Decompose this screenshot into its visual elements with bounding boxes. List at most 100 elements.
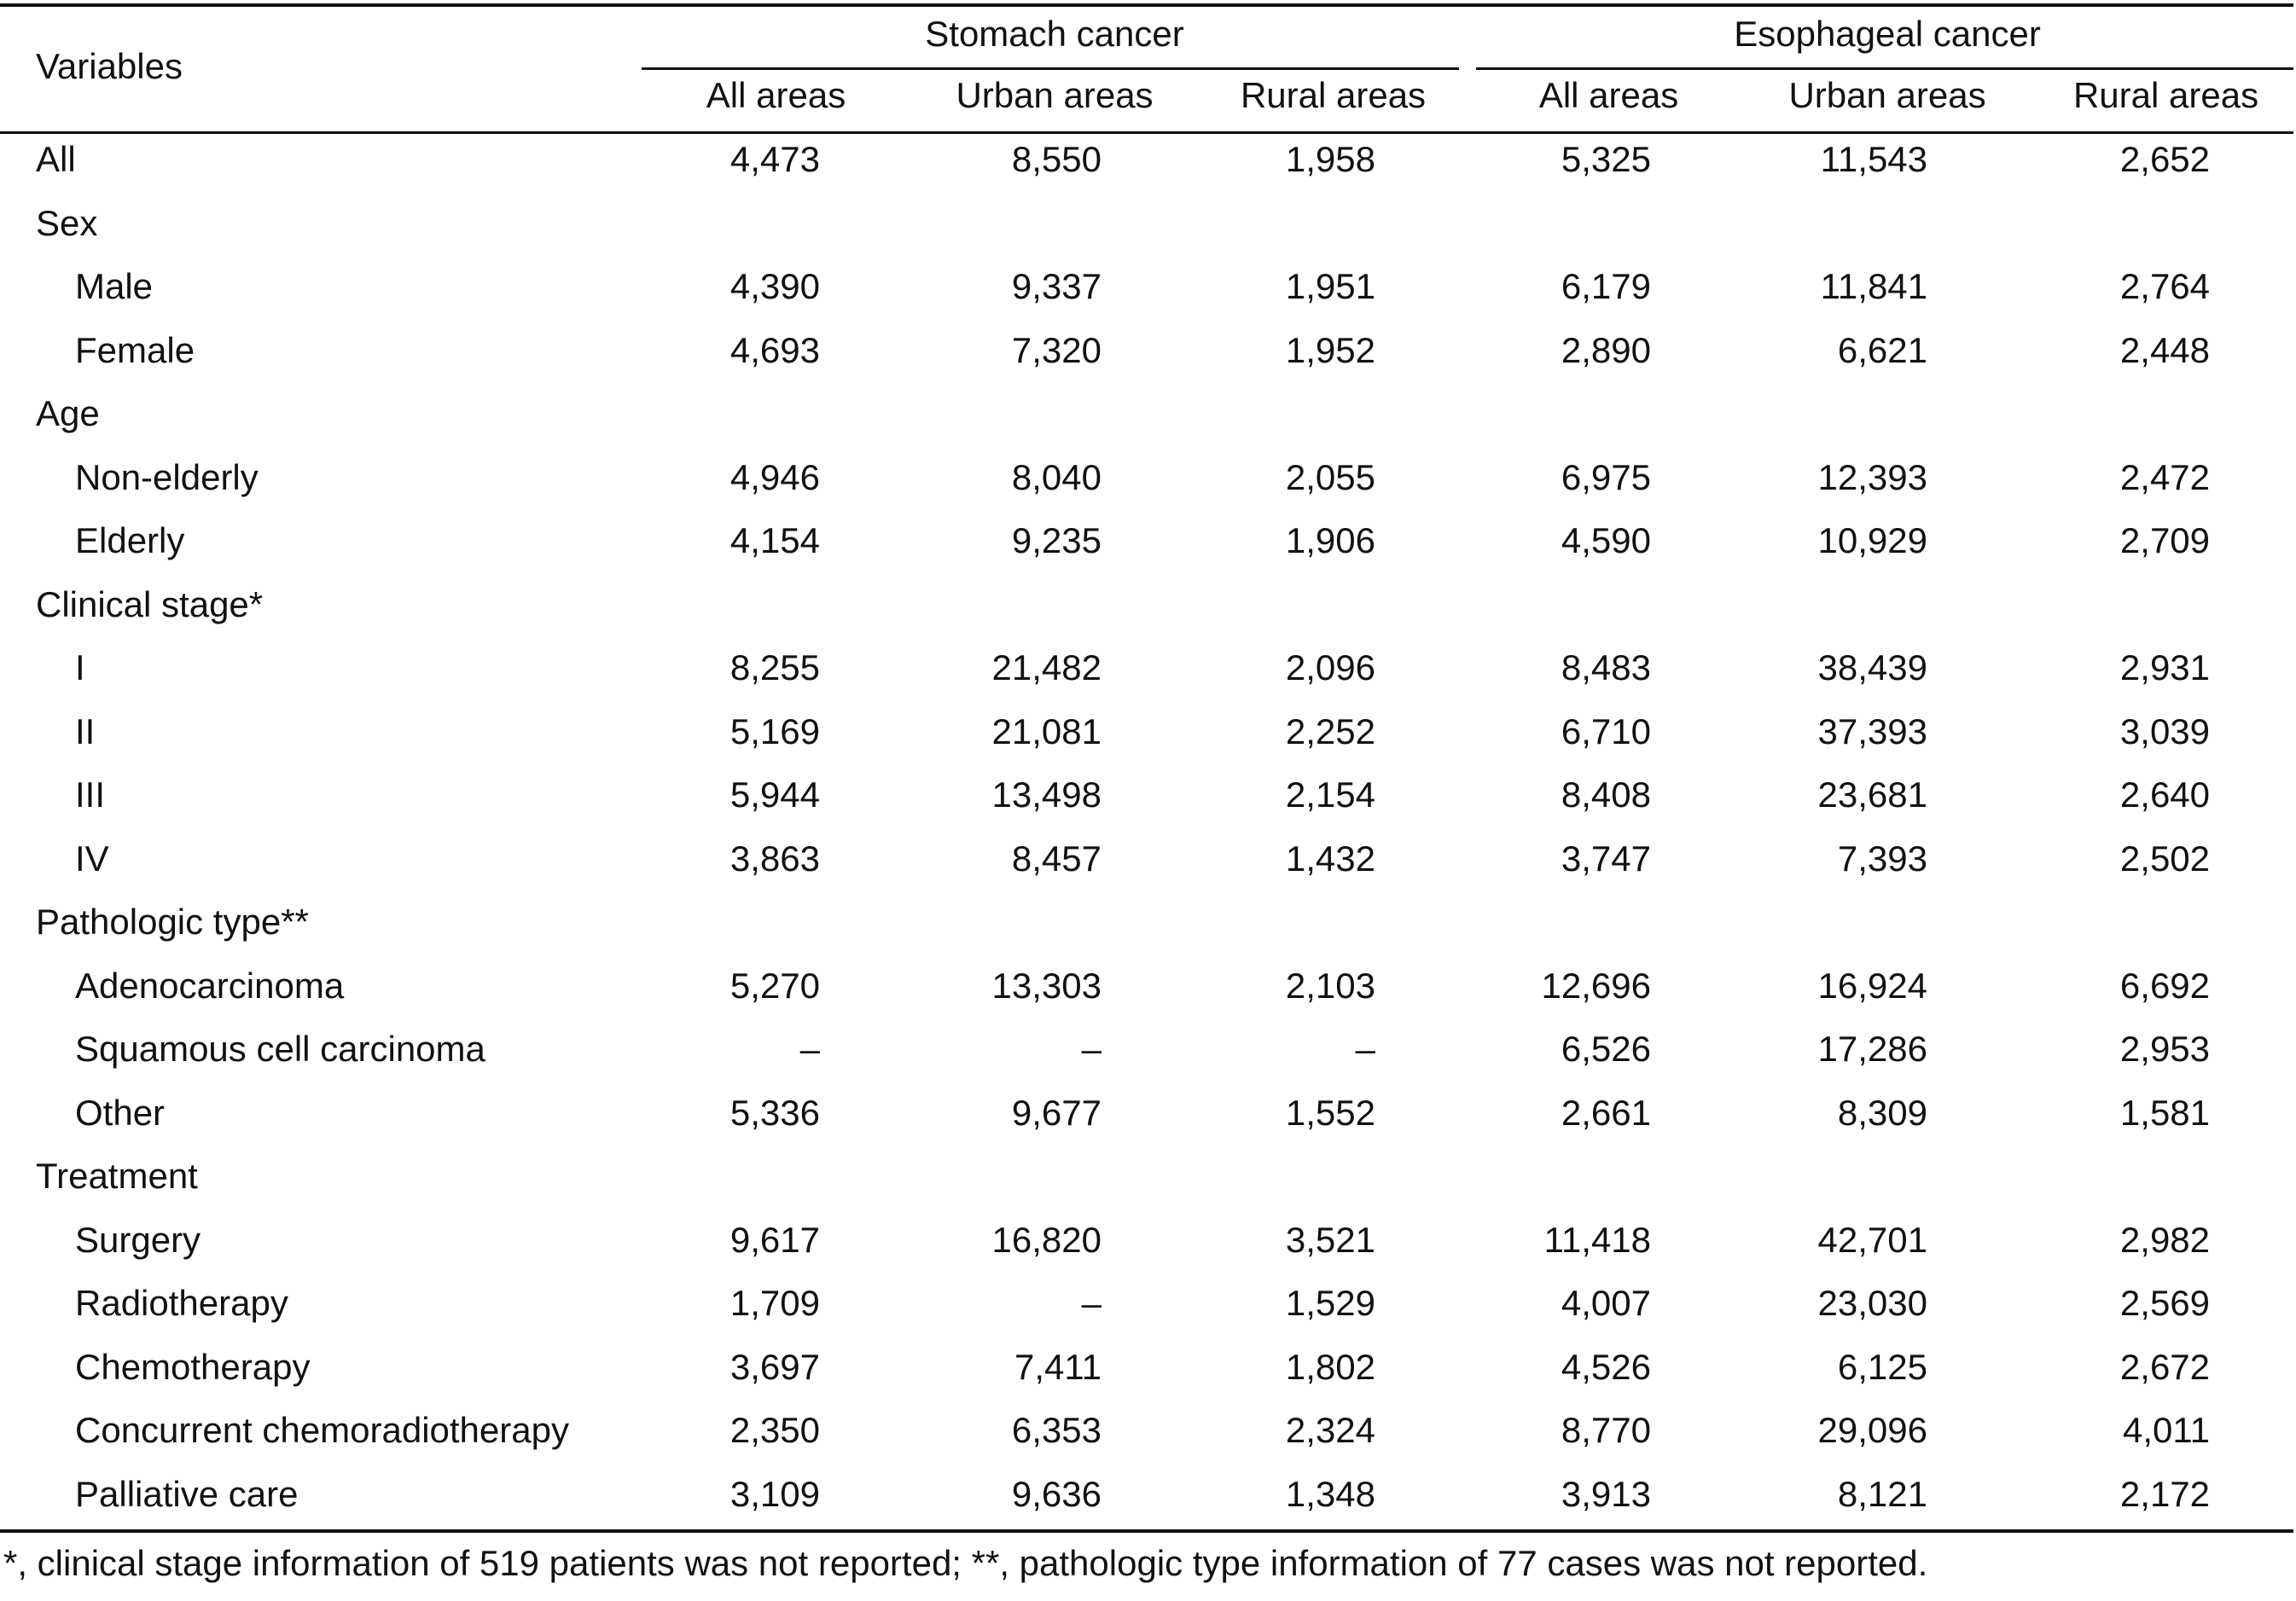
cell-value [1747, 382, 2028, 446]
stomach-rural-areas-header: Rural areas [1240, 75, 1427, 115]
cell-value: 2,652 [2119, 139, 2211, 180]
row-sublabel: Squamous cell carcinoma [75, 1029, 485, 1070]
cell-value: 4,007 [1561, 1283, 1652, 1324]
cell-value: 1,958 [1285, 139, 1376, 180]
cell-value: 9,235 [1011, 520, 1101, 561]
row-label: Pathologic type** [36, 902, 309, 943]
cell-value: 8,483 [1561, 647, 1652, 688]
cell-value: 6,692 [2119, 965, 2211, 1006]
cell-value: 3,521 [1285, 1219, 1376, 1260]
cell-value: – [1355, 1029, 1376, 1070]
cell-value: 6,710 [1561, 711, 1652, 751]
row-sublabel: Palliative care [75, 1473, 299, 1514]
table-row: II 5,169 21,081 2,252 6,710 37,393 3,039 [0, 700, 2296, 764]
cell-value: 2,350 [729, 1410, 820, 1451]
cell-value [914, 192, 1195, 256]
cell-value [1747, 890, 2028, 954]
cell-value: 4,011 [2123, 1410, 2211, 1451]
cell-value: 7,411 [1014, 1346, 1101, 1387]
cell-value: 2,103 [1285, 965, 1376, 1006]
cell-value: 3,697 [729, 1346, 820, 1387]
row-sublabel: I [75, 647, 85, 688]
cell-value: 11,543 [1820, 139, 1928, 180]
cell-value [1747, 192, 2028, 256]
cell-value: 8,408 [1561, 774, 1652, 815]
cell-value: 21,081 [991, 711, 1101, 751]
cell-value: 11,418 [1543, 1219, 1652, 1260]
cell-value: 1,529 [1285, 1283, 1376, 1324]
cell-value: – [799, 1029, 820, 1070]
cell-value: 42,701 [1817, 1219, 1928, 1260]
cell-value: 8,121 [1837, 1473, 1928, 1514]
cell-value: – [1081, 1029, 1101, 1070]
cell-value [638, 192, 914, 256]
row-sublabel: II [75, 711, 96, 751]
esophageal-all-areas-header: All areas [1538, 75, 1679, 115]
cell-value: 8,457 [1011, 838, 1101, 879]
row-sublabel: Other [75, 1092, 166, 1133]
table-row: Surgery 9,617 16,820 3,521 11,418 42,701 2,982 [0, 1209, 2296, 1273]
cell-value: 16,820 [991, 1219, 1101, 1260]
cell-value: 5,325 [1561, 139, 1652, 180]
cell-value: 4,590 [1561, 520, 1652, 561]
cell-value: 1,951 [1285, 266, 1376, 307]
row-label: All [36, 139, 76, 180]
row-sublabel: IV [75, 838, 109, 879]
cell-value [638, 1145, 914, 1209]
cell-value: 21,482 [991, 647, 1101, 688]
cell-value: 2,096 [1285, 647, 1376, 688]
cell-value: 13,303 [991, 965, 1101, 1006]
row-label: Age [36, 393, 100, 434]
cell-value [1471, 192, 1747, 256]
cell-value: 17,286 [1817, 1029, 1928, 1070]
cell-value: 5,270 [729, 965, 820, 1006]
variables-header: Variables [36, 46, 183, 86]
cell-value: 2,953 [2119, 1029, 2211, 1070]
table-row: Concurrent chemoradiotherapy 2,350 6,353 2,… [0, 1399, 2296, 1463]
table-header: Variables Stomach cancer Esophageal canc… [0, 5, 2296, 128]
cell-value [1195, 192, 1471, 256]
cell-value: 23,681 [1817, 774, 1928, 815]
cell-value: 1,952 [1285, 329, 1376, 370]
cell-value: 5,169 [729, 711, 820, 751]
header-rule [0, 131, 2293, 134]
cell-value: 29,096 [1817, 1410, 1928, 1451]
row-label: Clinical stage* [36, 583, 264, 624]
cell-value: – [1081, 1283, 1101, 1324]
cell-value: 9,677 [1011, 1092, 1101, 1133]
cell-value: 2,890 [1561, 329, 1652, 370]
cell-value: 7,320 [1011, 329, 1101, 370]
table-row: Other 5,336 9,677 1,552 2,661 8,309 1,581 [0, 1082, 2296, 1146]
table-row: Female 4,693 7,320 1,952 2,890 6,621 2,448 [0, 319, 2296, 383]
cell-value: 1,709 [729, 1283, 820, 1324]
cell-value: 12,393 [1817, 456, 1928, 497]
cell-value: 2,448 [2119, 329, 2211, 370]
cell-value: 6,353 [1011, 1410, 1101, 1451]
table-body: All 4,473 8,550 1,958 5,325 11,543 2,652 Sex Mal… [0, 128, 2296, 1526]
row-sublabel: Male [75, 266, 154, 307]
row-sublabel: Elderly [75, 520, 185, 561]
table-row: Clinical stage* [0, 573, 2296, 637]
cell-value: 9,617 [729, 1219, 820, 1260]
table-row: Treatment [0, 1145, 2296, 1209]
cell-value: 8,770 [1561, 1410, 1652, 1451]
cell-value: 4,526 [1561, 1346, 1652, 1387]
cell-value [2028, 192, 2296, 256]
cell-value: 12,696 [1541, 965, 1652, 1006]
cell-value: 2,640 [2119, 774, 2211, 815]
cell-value: 4,693 [729, 329, 820, 370]
cell-value: 1,581 [2119, 1092, 2211, 1133]
table-row: Male 4,390 9,337 1,951 6,179 11,841 2,764 [0, 255, 2296, 319]
table-row: Elderly 4,154 9,235 1,906 4,590 10,929 2,709 [0, 509, 2296, 573]
cell-value: 1,802 [1285, 1346, 1376, 1387]
table-row: Chemotherapy 3,697 7,411 1,802 4,526 6,125 2,6… [0, 1336, 2296, 1400]
row-sublabel: Surgery [75, 1219, 201, 1260]
cell-value: 9,636 [1011, 1473, 1101, 1514]
cell-value: 4,154 [729, 520, 820, 561]
cell-value [914, 890, 1195, 954]
row-label: Treatment [36, 1156, 198, 1197]
table-row: Squamous cell carcinoma – – – 6,526 17,286 2,9… [0, 1018, 2296, 1082]
cost-table: Variables Stomach cancer Esophageal canc… [0, 5, 2296, 1526]
esophageal-cancer-header: Esophageal cancer [1734, 14, 2041, 54]
table-row: Pathologic type** [0, 890, 2296, 954]
